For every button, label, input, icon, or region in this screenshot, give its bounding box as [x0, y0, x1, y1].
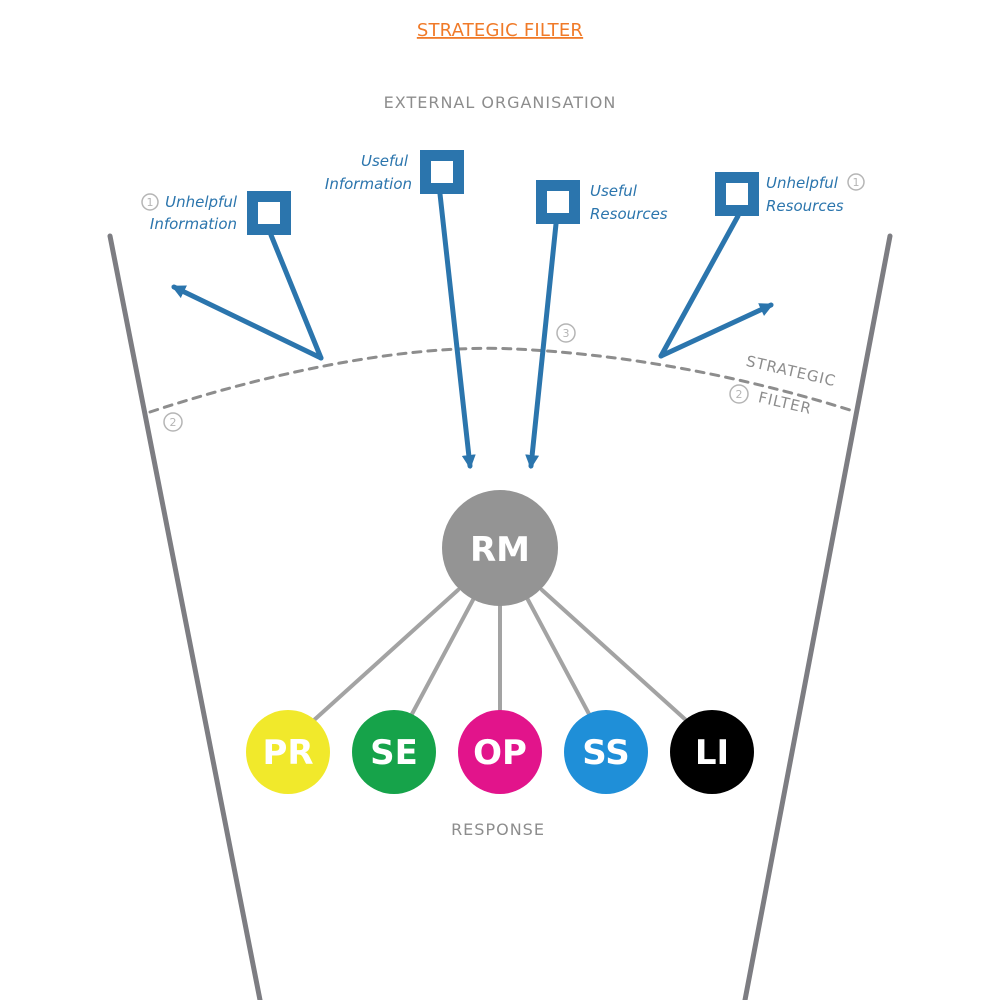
unhelpful-information-badge-circle: [141, 193, 159, 211]
response-label: RESPONSE: [451, 820, 545, 839]
unhelpful-information-stem: [268, 232, 324, 361]
rm-node-label: RM: [470, 530, 530, 570]
unhelpful-resources-square-inner: [726, 183, 748, 205]
connector-rm-to-se: [410, 596, 476, 716]
response-node-ss-circle: [564, 710, 648, 794]
item-unhelpful-resources: Unhelpful Resources 1: [658, 172, 865, 359]
useful-information-label-line1: Useful: [361, 152, 409, 170]
response-node-li: LI: [670, 710, 754, 794]
response-node-op: OP: [458, 710, 542, 794]
strategic-filter-arc: [148, 346, 852, 414]
unhelpful-information-label-line1: Unhelpful: [165, 193, 238, 211]
useful-resources-square-inner: [547, 191, 569, 213]
title: STRATEGIC FILTER: [417, 20, 583, 41]
response-node-pr-circle: [246, 710, 330, 794]
useful-resources-label-line1: Useful: [590, 182, 638, 200]
useful-information-square-inner: [431, 161, 453, 183]
response-node-li-circle: [670, 710, 754, 794]
response-node-ss: SS: [564, 710, 648, 794]
center-filter-marker-circle: [556, 323, 576, 343]
response-node-op-label: OP: [473, 733, 527, 773]
funnel-right-wall: [742, 233, 893, 1000]
response-node-se: SE: [352, 710, 436, 794]
response-connectors: [311, 588, 689, 723]
unhelpful-information-badge-number: 1: [147, 196, 154, 209]
item-useful-resources: Useful Resources: [525, 180, 668, 469]
rm-node-circle: [442, 490, 558, 606]
center-filter-marker: 3: [556, 323, 576, 343]
connector-rm-to-li: [540, 588, 689, 723]
unhelpful-information-deflect-arrow: [171, 284, 324, 361]
left-filter-marker-circle: [163, 412, 183, 432]
left-filter-marker-number: 2: [170, 416, 177, 429]
item-unhelpful-information: Unhelpful Information 1: [141, 191, 324, 361]
unhelpful-resources-deflect-arrow: [658, 302, 774, 359]
connector-rm-to-pr: [311, 588, 460, 723]
unhelpful-information-square-inner: [258, 202, 280, 224]
funnel-left-wall: [107, 233, 263, 1000]
response-node-op-circle: [458, 710, 542, 794]
unhelpful-information-label-line2: Information: [150, 215, 237, 233]
response-node-pr: PR: [246, 710, 330, 794]
response-node-se-circle: [352, 710, 436, 794]
useful-information-label-line2: Information: [325, 175, 412, 193]
useful-information-arrow: [437, 191, 476, 469]
response-node-ss-label: SS: [582, 733, 629, 773]
response-node-pr-label: PR: [262, 733, 313, 773]
filter-label-marker-circle: [729, 384, 749, 404]
unhelpful-resources-label-line1: Unhelpful: [766, 174, 839, 192]
filter-label-group: STRATEGIC FILTER 2: [729, 352, 838, 418]
unhelpful-resources-badge-number: 1: [853, 176, 860, 189]
unhelpful-resources-badge-circle: [847, 173, 865, 191]
filter-label-marker-number: 2: [736, 388, 743, 401]
useful-resources-arrow: [525, 221, 559, 469]
header-label: EXTERNAL ORGANISATION: [384, 93, 617, 112]
useful-resources-label-line2: Resources: [590, 205, 668, 223]
item-useful-information: Useful Information: [325, 150, 476, 469]
left-filter-marker: 2: [163, 412, 183, 432]
unhelpful-resources-label-line2: Resources: [766, 197, 844, 215]
response-node-se-label: SE: [370, 733, 418, 773]
unhelpful-resources-stem: [658, 213, 741, 359]
rm-node: RM: [442, 490, 558, 606]
connector-rm-to-ss: [525, 596, 591, 716]
center-filter-marker-number: 3: [563, 327, 570, 340]
response-node-li-label: LI: [695, 733, 729, 773]
